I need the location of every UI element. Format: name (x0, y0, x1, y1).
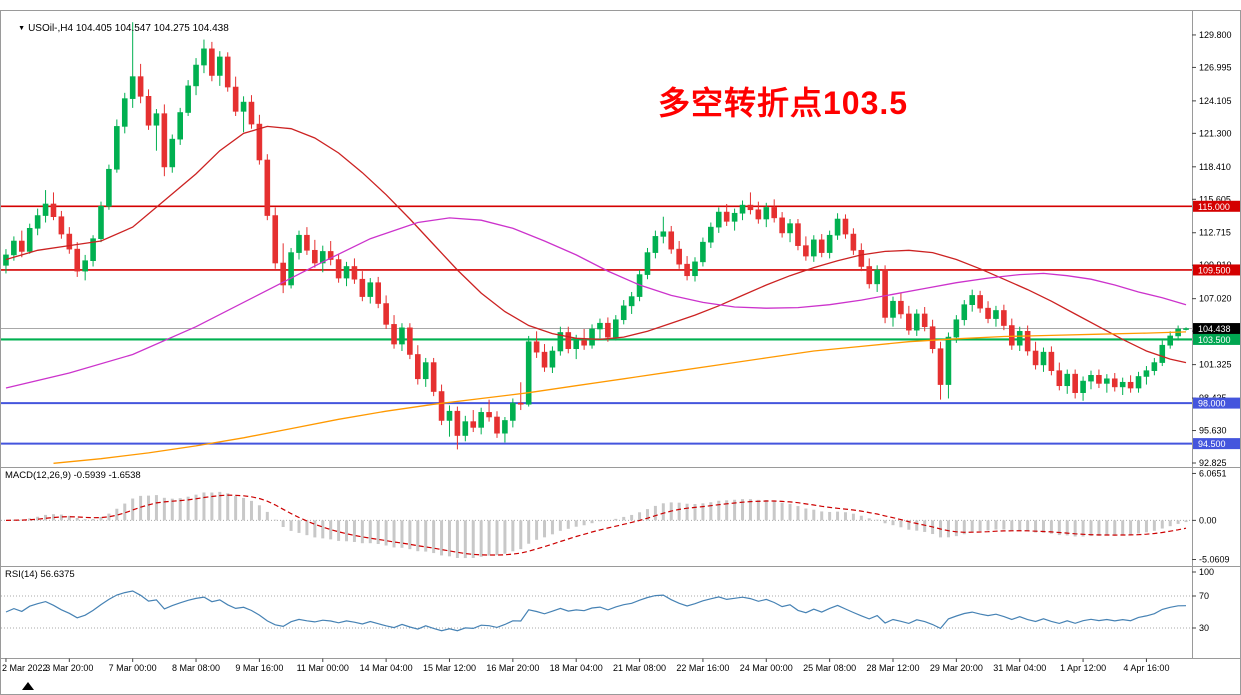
svg-text:21 Mar 08:00: 21 Mar 08:00 (613, 663, 666, 673)
scroll-end-marker-icon[interactable] (22, 682, 34, 690)
svg-text:7 Mar 00:00: 7 Mar 00:00 (109, 663, 157, 673)
svg-text:95.630: 95.630 (1199, 426, 1227, 436)
svg-text:22 Mar 16:00: 22 Mar 16:00 (676, 663, 729, 673)
svg-text:31 Mar 04:00: 31 Mar 04:00 (993, 663, 1046, 673)
candles-layer (3, 22, 1189, 450)
svg-text:18 Mar 04:00: 18 Mar 04:00 (550, 663, 603, 673)
svg-text:129.800: 129.800 (1199, 30, 1232, 40)
macd-axis[interactable]: 6.0651 0.00 -5.0609 (1192, 468, 1230, 565)
svg-text:107.020: 107.020 (1199, 294, 1232, 304)
svg-text:29 Mar 20:00: 29 Mar 20:00 (930, 663, 983, 673)
svg-text:109.500: 109.500 (1198, 265, 1231, 275)
ma-magenta (5, 217, 1187, 389)
svg-text:126.995: 126.995 (1199, 62, 1232, 72)
chart-title: ▼ USOil-,H4 104.405 104.547 104.275 104.4… (7, 12, 229, 45)
svg-text:11 Mar 00:00: 11 Mar 00:00 (297, 663, 349, 673)
svg-text:2 Mar 2022: 2 Mar 2022 (2, 663, 48, 673)
svg-text:70: 70 (1199, 591, 1209, 601)
macd-pane (1, 491, 1192, 559)
svg-text:-5.0609: -5.0609 (1199, 555, 1230, 565)
horizontal-level-lines[interactable] (1, 205, 1192, 445)
svg-text:92.825: 92.825 (1199, 458, 1227, 468)
svg-text:16 Mar 20:00: 16 Mar 20:00 (486, 663, 539, 673)
chart-frame (0, 10, 1241, 695)
symbol-dropdown-icon[interactable]: ▼ (18, 25, 26, 32)
svg-text:9 Mar 16:00: 9 Mar 16:00 (235, 663, 283, 673)
rsi-indicator-title: RSI(14) 56.6375 (5, 569, 75, 580)
svg-text:124.105: 124.105 (1199, 96, 1232, 106)
macd-indicator-title: MACD(12,26,9) -0.5939 -1.6538 (5, 470, 141, 481)
rsi-axis[interactable]: 100 70 30 (1192, 567, 1214, 633)
rsi-pane (1, 590, 1192, 632)
svg-text:100: 100 (1199, 567, 1214, 577)
svg-text:4 Apr 16:00: 4 Apr 16:00 (1123, 663, 1169, 673)
annotation-text: 多空转折点103.5 (658, 85, 909, 121)
svg-text:30: 30 (1199, 623, 1209, 633)
chart-title-text: USOil-,H4 104.405 104.547 104.275 104.43… (28, 23, 229, 34)
svg-text:104.438: 104.438 (1198, 324, 1231, 334)
svg-text:25 Mar 08:00: 25 Mar 08:00 (803, 663, 856, 673)
svg-text:6.0651: 6.0651 (1199, 468, 1227, 478)
svg-text:115.000: 115.000 (1198, 202, 1230, 212)
svg-text:1 Apr 12:00: 1 Apr 12:00 (1060, 663, 1106, 673)
svg-text:98.000: 98.000 (1198, 399, 1226, 409)
rsi-line (5, 590, 1187, 632)
svg-text:28 Mar 12:00: 28 Mar 12:00 (866, 663, 919, 673)
svg-text:94.500: 94.500 (1198, 439, 1226, 449)
svg-text:14 Mar 04:00: 14 Mar 04:00 (360, 663, 413, 673)
svg-text:8 Mar 08:00: 8 Mar 08:00 (172, 663, 220, 673)
svg-text:115.605: 115.605 (1199, 194, 1231, 204)
svg-text:101.325: 101.325 (1199, 360, 1232, 370)
svg-text:103.500: 103.500 (1198, 335, 1231, 345)
svg-text:118.410: 118.410 (1199, 162, 1231, 172)
svg-text:15 Mar 12:00: 15 Mar 12:00 (423, 663, 476, 673)
macd-signal-line (5, 494, 1187, 556)
svg-text:24 Mar 00:00: 24 Mar 00:00 (740, 663, 793, 673)
svg-text:112.715: 112.715 (1199, 228, 1231, 238)
ma-red (5, 125, 1187, 364)
moving-averages (5, 125, 1187, 464)
svg-text:121.300: 121.300 (1199, 128, 1232, 138)
svg-text:0.00: 0.00 (1199, 515, 1217, 525)
svg-text:3 Mar 20:00: 3 Mar 20:00 (45, 663, 93, 673)
ma-orange (53, 331, 1187, 464)
